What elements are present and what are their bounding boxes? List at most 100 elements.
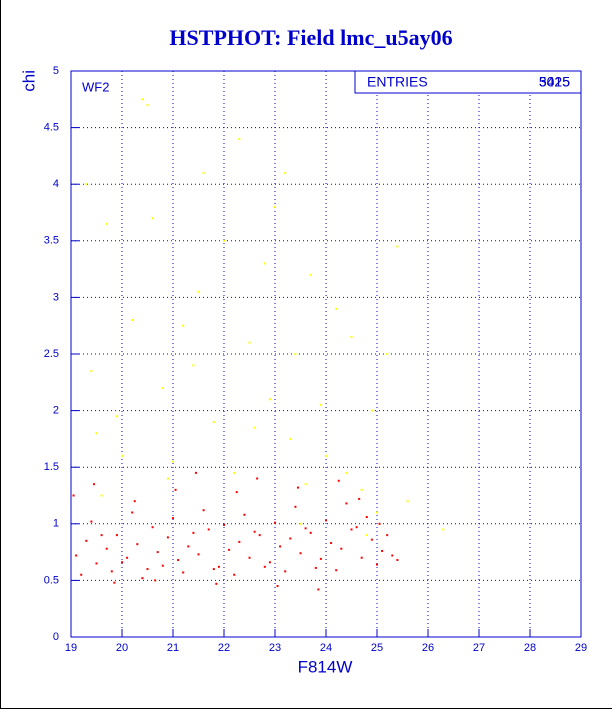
point [105, 547, 108, 550]
point [95, 562, 98, 565]
point [355, 526, 358, 529]
point [391, 554, 394, 557]
point [365, 534, 368, 537]
point [360, 556, 363, 559]
y-tick-label: 2.5 [44, 348, 59, 360]
y-tick-label: 1.5 [44, 461, 59, 473]
y-tick-label: 5 [53, 65, 59, 77]
point [284, 171, 287, 174]
point [115, 415, 118, 418]
point [72, 494, 75, 497]
point [233, 573, 236, 576]
point [172, 460, 174, 463]
y-tick-label: 4 [53, 178, 59, 190]
y-axis-label: chi [19, 70, 38, 92]
point [238, 137, 241, 140]
point [345, 502, 348, 505]
point [304, 483, 307, 486]
point [325, 454, 327, 457]
point [154, 579, 157, 582]
point [248, 341, 251, 344]
point [253, 530, 256, 533]
point [121, 454, 123, 457]
point [263, 565, 266, 568]
point [136, 543, 139, 546]
point [146, 568, 149, 571]
point [381, 549, 384, 552]
point [304, 527, 307, 530]
point [233, 471, 236, 474]
x-tick-label: 24 [320, 642, 332, 654]
point [248, 556, 251, 559]
point [350, 528, 353, 531]
stats-label: ENTRIES [367, 74, 428, 90]
point [85, 183, 88, 186]
x-tick-label: 28 [524, 642, 536, 654]
point [141, 577, 144, 580]
point [340, 547, 343, 550]
point [256, 477, 259, 480]
point [378, 522, 381, 525]
point [192, 364, 195, 367]
x-tick-label: 29 [575, 642, 587, 654]
point [309, 273, 312, 276]
stats-box [354, 70, 582, 94]
point [172, 517, 174, 520]
point [151, 217, 154, 220]
point [376, 563, 378, 566]
point [319, 557, 322, 560]
point [243, 513, 246, 516]
point [156, 551, 159, 554]
point [161, 564, 164, 567]
point [406, 500, 409, 503]
point [309, 531, 312, 534]
point [182, 571, 185, 574]
point [133, 500, 136, 503]
point [345, 471, 348, 474]
plot-frame [70, 70, 582, 638]
x-tick-label: 26 [422, 642, 434, 654]
point [396, 559, 399, 562]
y-tick-label: 0 [53, 631, 59, 643]
point [337, 479, 340, 482]
point [182, 324, 185, 327]
point [442, 528, 445, 531]
point [100, 494, 103, 497]
point [289, 437, 292, 440]
point [85, 539, 88, 542]
point [166, 477, 169, 480]
point [386, 534, 389, 537]
point [335, 307, 338, 310]
point [90, 369, 93, 372]
point [215, 582, 218, 585]
point [253, 426, 256, 429]
point [228, 548, 231, 551]
x-tick-label: 20 [116, 642, 128, 654]
x-tick-label: 23 [269, 642, 281, 654]
x-tick-label: 22 [218, 642, 230, 654]
point [177, 559, 180, 562]
point [131, 511, 134, 514]
stats-value: 5015 [539, 74, 570, 90]
point [105, 222, 108, 225]
point [141, 98, 144, 101]
point [212, 568, 215, 571]
point [258, 534, 261, 537]
annotation: WF2 [82, 79, 109, 94]
point [207, 528, 210, 531]
point [92, 483, 95, 486]
point [90, 520, 93, 523]
point [174, 488, 177, 491]
point [197, 553, 200, 556]
point [202, 171, 205, 174]
point [131, 319, 134, 322]
point [274, 205, 276, 208]
point [110, 570, 113, 573]
point [376, 511, 378, 514]
x-axis-label: F814W [298, 657, 353, 676]
point [360, 488, 363, 491]
point [192, 531, 195, 534]
point [396, 245, 399, 248]
